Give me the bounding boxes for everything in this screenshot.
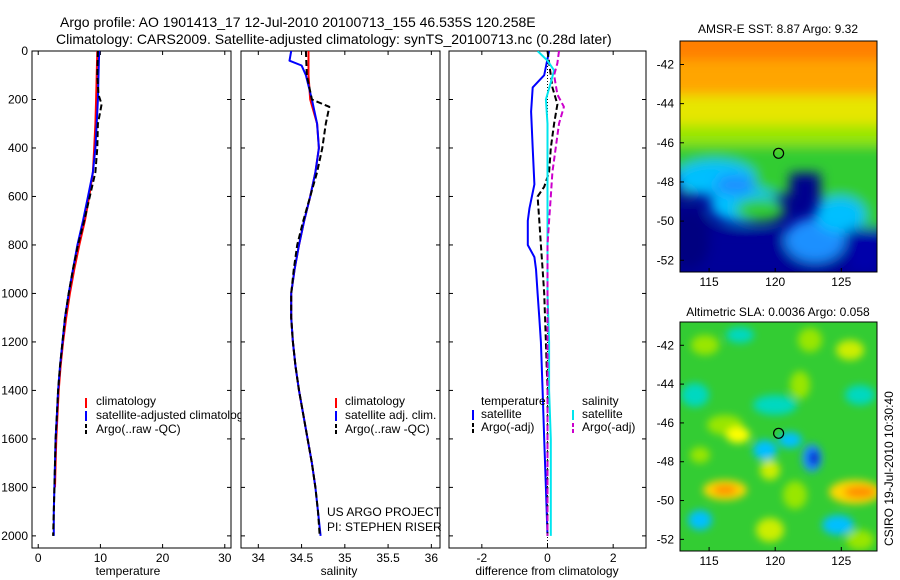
map-y-tick-label: -44 <box>657 377 675 391</box>
difference-panel: -2 0 2 difference from climatology tempera… <box>448 50 647 578</box>
x-tick-label: 10 <box>94 551 108 565</box>
x-tick-label: 35 <box>338 551 352 565</box>
temperature-y-ticks: 0 200 400 600 800 1000 1200 1400 1600 1800 2000 <box>1 44 28 543</box>
map-x-tick-label: 125 <box>831 554 851 568</box>
temperature-legend: climatology satellite-adjusted climatolo… <box>85 394 243 436</box>
map-y-tick-label: -42 <box>657 338 675 352</box>
difference-series <box>526 51 565 536</box>
y-tick-label: 0 <box>21 44 28 58</box>
x-tick-label: 2 <box>610 551 617 565</box>
map-x-tick-label: 125 <box>831 275 851 289</box>
salinity-legend-climatology: climatology <box>345 394 405 408</box>
x-tick-label: 34 <box>252 551 266 565</box>
x-tick-label: 36 <box>425 551 439 565</box>
series-line-argo-raw-qc <box>290 51 331 536</box>
temperature-axes-frame <box>31 50 232 549</box>
salinity-project-annotation: US ARGO PROJECT <box>327 505 442 519</box>
salinity-x-ticks: 34 34.5 35 35.5 36 <box>241 50 440 565</box>
temperature-legend-satellite: satellite-adjusted climatolog <box>96 408 243 422</box>
x-tick-label: 34.5 <box>290 551 314 565</box>
y-tick-label: 1400 <box>1 383 28 397</box>
temperature-panel: 0 200 400 600 800 1000 1200 1400 1600 1800 2000 0 1… <box>1 44 243 578</box>
map-y-tick-label: -50 <box>657 494 675 508</box>
series-line-temperature-satellite <box>526 51 551 536</box>
difference-legend-sal-argo: Argo(-adj) <box>582 420 635 434</box>
sst-map-panel: AMSR-E SST: 8.87 Argo: 9.32 <box>657 22 878 289</box>
map-y-tick-label: -42 <box>657 57 675 71</box>
y-tick-label: 800 <box>8 238 28 252</box>
y-tick-label: 400 <box>8 141 28 155</box>
x-tick-label: 0 <box>544 551 551 565</box>
series-line-argo-raw-qc <box>52 51 103 536</box>
difference-legend-title-temperature: temperature <box>481 394 546 408</box>
sla-heatmap <box>680 322 877 551</box>
x-tick-label: 35.5 <box>376 551 400 565</box>
map-x-tick-label: 115 <box>700 554 719 568</box>
salinity-pi-annotation: PI: STEPHEN RISER <box>327 520 442 534</box>
temperature-legend-climatology: climatology <box>96 394 156 408</box>
salinity-series <box>288 51 331 537</box>
sst-map-title: AMSR-E SST: 8.87 Argo: 9.32 <box>698 22 858 36</box>
difference-x-ticks: -2 0 2 <box>449 50 646 565</box>
x-tick-label: 0 <box>35 551 42 565</box>
salinity-legend: climatology satellite adj. clim. Argo(..… <box>335 394 436 436</box>
map-x-tick-label: 120 <box>765 275 785 289</box>
figure-title-line-2: Climatology: CARS2009. Satellite-adjuste… <box>56 31 612 47</box>
map-y-tick-label: -46 <box>657 416 675 430</box>
sla-map-frame <box>679 321 878 552</box>
sst-map-frame <box>679 40 878 273</box>
series-line-salinity-argo-adj <box>546 51 565 536</box>
y-tick-label: 1000 <box>1 286 28 300</box>
figure-title-line-1: Argo profile: AO 1901413_17 12-Jul-2010 … <box>60 14 536 30</box>
difference-legend-title-salinity: salinity <box>582 394 619 408</box>
map-x-tick-label: 120 <box>765 554 785 568</box>
map-y-tick-label: -46 <box>657 136 675 150</box>
sla-argo-marker <box>772 427 785 439</box>
x-tick-label: 30 <box>218 551 232 565</box>
x-tick-label: 20 <box>156 551 170 565</box>
y-tick-label: 2000 <box>1 529 28 543</box>
y-tick-label: 1600 <box>1 432 28 446</box>
sla-map-ticks: 115 120 125 -42 -44 -46 -48 -50 -52 <box>657 338 852 568</box>
sla-map-title: Altimetric SLA: 0.0036 Argo: 0.058 <box>686 305 870 319</box>
temperature-legend-argo: Argo(..raw -QC) <box>96 422 181 436</box>
side-stamp: CSIRO 19-Jul-2010 10:30:40 <box>882 391 896 546</box>
temperature-x-ticks: 0 10 20 30 <box>32 50 232 565</box>
x-tick-label: -2 <box>476 551 487 565</box>
y-tick-label: 200 <box>8 92 28 106</box>
temperature-series <box>52 51 103 536</box>
map-y-tick-label: -50 <box>657 214 675 228</box>
difference-xlabel: difference from climatology <box>475 564 618 578</box>
sla-map-panel: Altimetric SLA: 0.0036 Argo: 0.058 <box>657 305 878 568</box>
salinity-panel: 34 34.5 35 35.5 36 salinity climatology sate… <box>240 50 442 578</box>
y-tick-label: 1800 <box>1 480 28 494</box>
difference-legend-sal-satellite: satellite <box>582 407 623 421</box>
sst-heatmap <box>680 41 877 272</box>
y-tick-label: 600 <box>8 189 28 203</box>
salinity-axes-frame <box>240 50 441 549</box>
map-y-tick-label: -44 <box>657 97 675 111</box>
sst-argo-marker <box>772 147 785 159</box>
difference-legend: temperature salinity satellite Argo(-adj… <box>472 394 635 434</box>
map-x-tick-label: 115 <box>700 275 719 289</box>
difference-legend-temp-argo: Argo(-adj) <box>481 420 534 434</box>
salinity-legend-satellite: satellite adj. clim. <box>345 408 436 422</box>
map-y-tick-label: -52 <box>657 253 675 267</box>
map-y-tick-label: -48 <box>657 455 675 469</box>
y-tick-label: 1200 <box>1 335 28 349</box>
salinity-legend-argo: Argo(..raw -QC) <box>345 422 430 436</box>
sst-map-ticks: 115 120 125 -42 -44 -46 -48 -50 -52 <box>657 57 852 289</box>
series-line-salinity-satellite <box>536 51 556 536</box>
map-y-tick-label: -48 <box>657 175 675 189</box>
temperature-xlabel: temperature <box>96 564 161 578</box>
salinity-xlabel: salinity <box>321 564 358 578</box>
map-y-tick-label: -52 <box>657 532 675 546</box>
difference-legend-temp-satellite: satellite <box>481 407 522 421</box>
